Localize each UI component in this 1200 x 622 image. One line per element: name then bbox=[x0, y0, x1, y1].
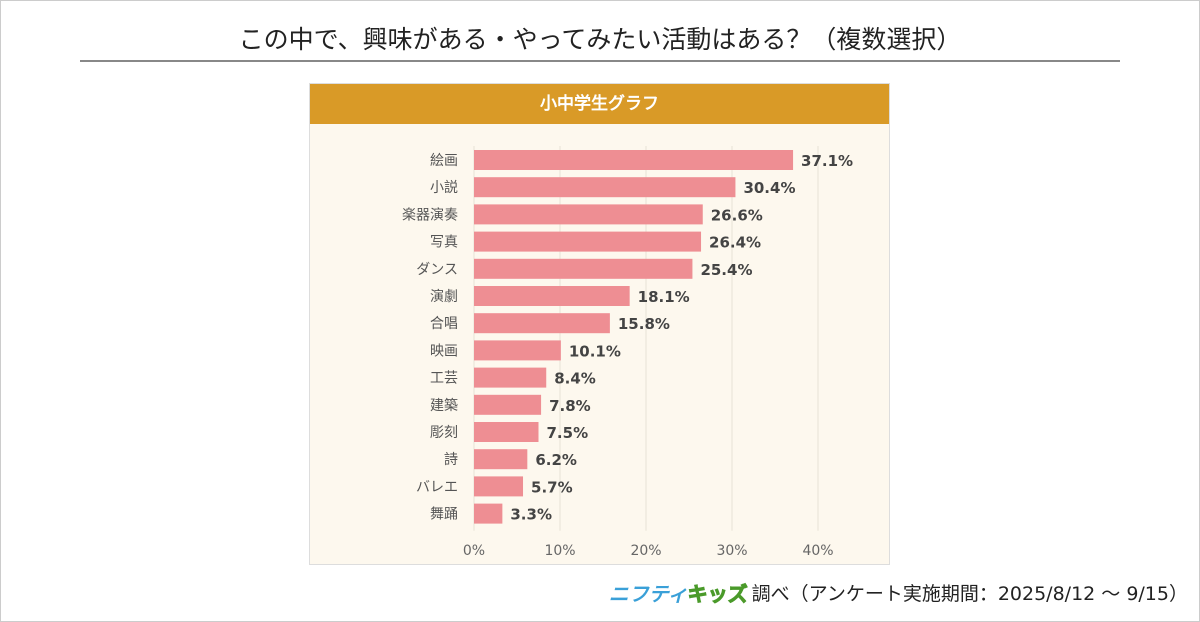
survey-note: 調べ（アンケート実施期間：2025/8/12 ～ 9/15） bbox=[751, 583, 1188, 605]
category-label: 演劇 bbox=[430, 289, 458, 305]
category-label: 写真 bbox=[430, 235, 458, 251]
title-divider bbox=[80, 60, 1120, 62]
data-label: 37.1% bbox=[801, 152, 853, 170]
category-label: 建築 bbox=[430, 398, 458, 414]
data-label: 26.6% bbox=[711, 206, 763, 224]
bar bbox=[474, 503, 503, 524]
bar bbox=[474, 476, 524, 497]
logo-kids: キッズ bbox=[687, 582, 748, 607]
data-label: 15.8% bbox=[618, 315, 670, 333]
data-label: 8.4% bbox=[554, 370, 596, 388]
data-label: 25.4% bbox=[700, 261, 752, 279]
category-label: ダンス bbox=[416, 262, 458, 278]
bar bbox=[474, 340, 561, 361]
category-label: 絵画 bbox=[430, 153, 458, 169]
category-label: 舞踊 bbox=[430, 507, 458, 523]
category-label: 工芸 bbox=[430, 371, 458, 387]
bar bbox=[474, 177, 736, 198]
bar bbox=[474, 449, 528, 470]
data-label: 7.8% bbox=[549, 397, 591, 415]
data-label: 18.1% bbox=[638, 288, 690, 306]
x-tick-label: 30% bbox=[716, 543, 747, 559]
data-label: 26.4% bbox=[709, 234, 761, 252]
category-label: 映画 bbox=[430, 343, 458, 359]
bar bbox=[474, 422, 539, 442]
bar bbox=[474, 313, 610, 334]
bar bbox=[474, 204, 703, 225]
category-label: 小説 bbox=[430, 180, 458, 196]
data-label: 3.3% bbox=[510, 506, 552, 524]
data-label: 6.2% bbox=[535, 451, 577, 469]
category-label: バレエ bbox=[416, 479, 458, 495]
panel-title: 小中学生グラフ bbox=[310, 84, 889, 124]
bar bbox=[474, 394, 542, 415]
bar bbox=[474, 258, 693, 279]
bar bbox=[474, 286, 630, 306]
category-label: 合唱 bbox=[430, 316, 458, 332]
bar bbox=[474, 231, 702, 252]
bar bbox=[474, 150, 794, 170]
data-label: 7.5% bbox=[547, 424, 589, 442]
data-label: 30.4% bbox=[743, 179, 795, 197]
data-label: 10.1% bbox=[569, 342, 621, 360]
category-label: 楽器演奏 bbox=[402, 207, 458, 223]
x-tick-label: 20% bbox=[630, 543, 661, 559]
data-label: 5.7% bbox=[531, 478, 573, 496]
x-tick-label: 40% bbox=[802, 543, 833, 559]
category-label: 彫刻 bbox=[430, 425, 458, 441]
x-tick-label: 0% bbox=[463, 543, 485, 559]
category-label: 詩 bbox=[444, 452, 458, 468]
x-tick-label: 10% bbox=[544, 543, 575, 559]
bar bbox=[474, 367, 547, 388]
logo-nifty: ニフティ bbox=[608, 582, 688, 606]
footer: ニフティ キッズ 調べ（アンケート実施期間：2025/8/12 ～ 9/15） bbox=[609, 578, 1188, 607]
page-title: この中で、興味がある・やってみたい活動はある？（複数選択） bbox=[238, 25, 962, 54]
